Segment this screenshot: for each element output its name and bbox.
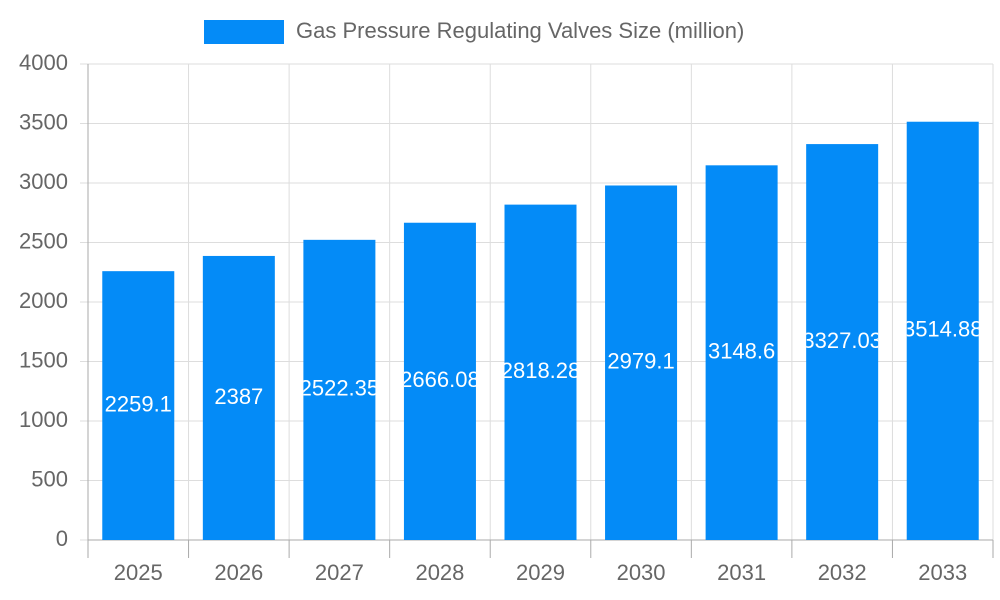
x-tick-label: 2031 — [717, 560, 766, 585]
value-label: 2666.08 — [400, 367, 480, 392]
bar — [906, 121, 979, 540]
value-label: 3514.88 — [903, 317, 983, 342]
value-label: 3327.03 — [802, 328, 882, 353]
value-label: 3148.6 — [708, 338, 775, 363]
value-label: 2522.35 — [300, 376, 380, 401]
y-tick-label: 3000 — [19, 169, 68, 194]
x-tick-label: 2028 — [415, 560, 464, 585]
x-tick-label: 2029 — [516, 560, 565, 585]
y-tick-label: 2000 — [19, 288, 68, 313]
bar — [605, 185, 678, 540]
legend-label: Gas Pressure Regulating Valves Size (mil… — [296, 18, 744, 43]
y-tick-label: 1500 — [19, 347, 68, 372]
x-tick-label: 2026 — [214, 560, 263, 585]
value-label: 2979.1 — [607, 349, 674, 374]
y-tick-label: 500 — [31, 466, 68, 491]
value-label: 2818.28 — [501, 358, 581, 383]
value-label: 2259.1 — [105, 391, 172, 416]
bar — [102, 271, 175, 540]
x-tick-label: 2033 — [918, 560, 967, 585]
value-label: 2387 — [214, 384, 263, 409]
bar — [504, 204, 577, 540]
y-tick-label: 1000 — [19, 407, 68, 432]
legend-swatch — [204, 20, 284, 44]
bar — [403, 222, 476, 540]
bar — [705, 165, 778, 541]
y-tick-label: 3500 — [19, 109, 68, 134]
bar — [806, 144, 879, 540]
x-tick-label: 2025 — [114, 560, 163, 585]
y-tick-label: 2500 — [19, 228, 68, 253]
bar — [303, 239, 376, 541]
x-tick-label: 2027 — [315, 560, 364, 585]
y-tick-label: 4000 — [19, 50, 68, 75]
x-tick-label: 2030 — [617, 560, 666, 585]
bar — [202, 255, 275, 540]
y-tick-label: 0 — [56, 526, 68, 551]
x-tick-label: 2032 — [818, 560, 867, 585]
